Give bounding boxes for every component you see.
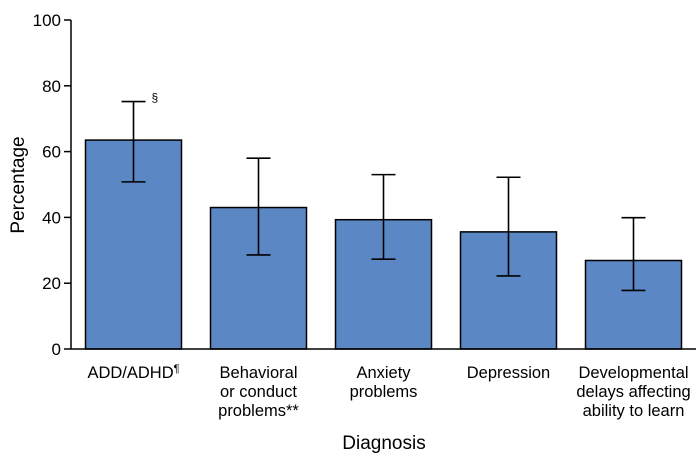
y-tick-label: 40	[42, 208, 61, 227]
y-tick-label: 60	[42, 143, 61, 162]
x-axis-title: Diagnosis	[342, 433, 425, 454]
error-bars	[121, 100, 646, 292]
y-tick-label: 20	[42, 274, 61, 293]
y-tick-label: 80	[42, 77, 61, 96]
x-axis-tick-labels: ADD/ADHD¶ Behavioral or conduct problems** A…	[87, 363, 690, 420]
annotations: §	[152, 91, 159, 105]
annotation-mark: §	[152, 91, 159, 105]
y-axis-ticks: 0 20 40 60 80 100	[33, 11, 71, 359]
x-tick-label: Anxiety problems	[350, 364, 418, 401]
x-tick-label: ADD/ADHD¶	[87, 363, 179, 382]
x-tick-label: Depression	[467, 364, 550, 382]
y-tick-label: 100	[33, 11, 61, 30]
x-tick-label: Behavioral or conduct problems**	[218, 364, 299, 420]
y-axis-title: Percentage	[8, 136, 29, 233]
x-tick-label: Developmental delays affecting ability to …	[576, 364, 690, 420]
y-tick-label: 0	[52, 340, 61, 359]
